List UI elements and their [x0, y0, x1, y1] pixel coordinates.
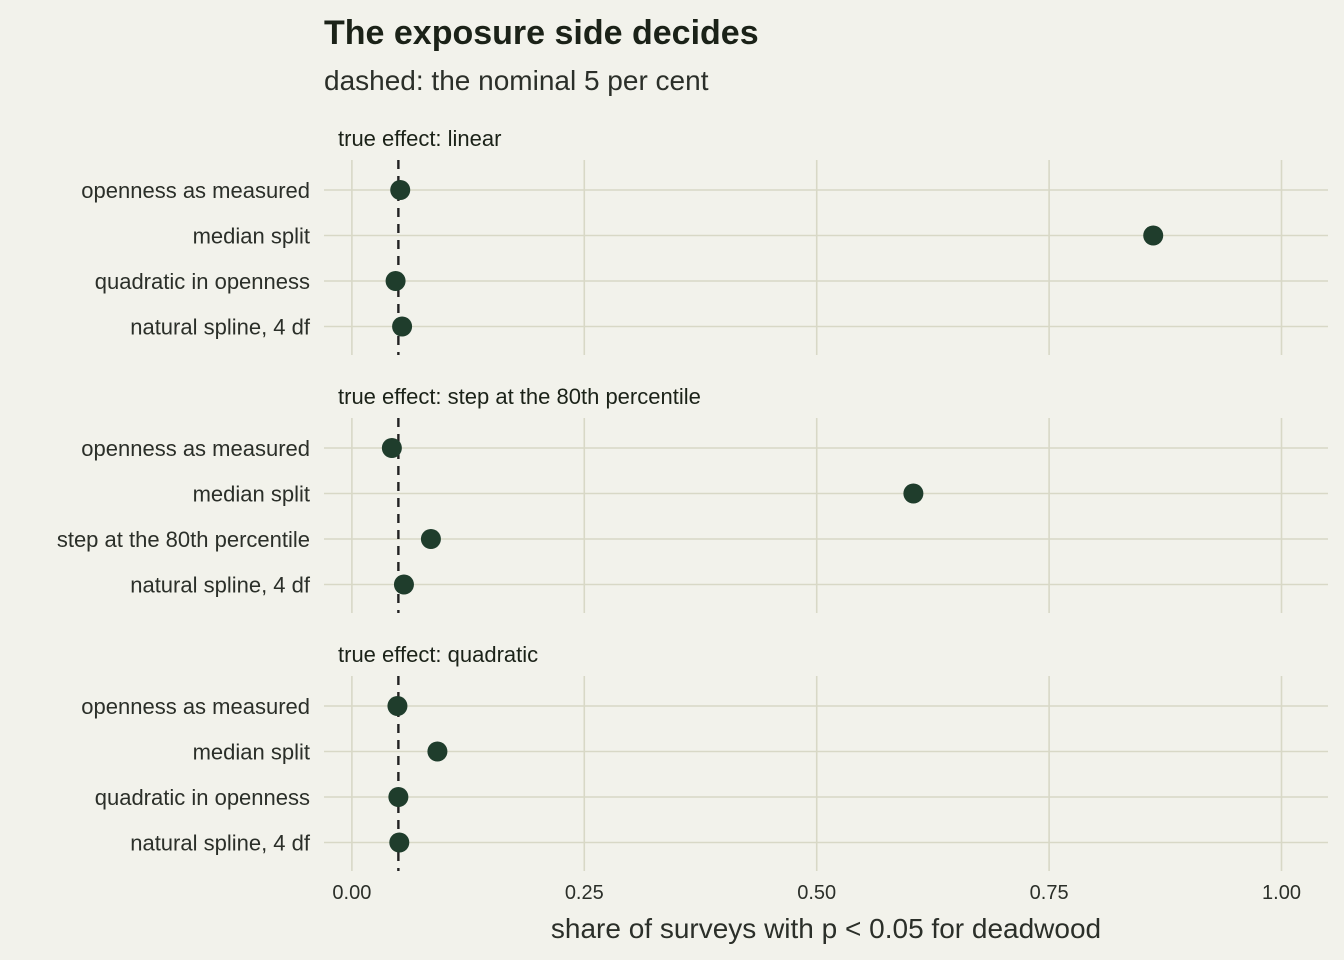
data-point	[390, 180, 411, 200]
x-axis-label: share of surveys with p < 0.05 for deadw…	[551, 913, 1101, 944]
chart-subtitle: dashed: the nominal 5 per cent	[324, 65, 709, 96]
data-point	[1143, 225, 1164, 246]
data-point	[420, 529, 441, 549]
x-tick-label: 0.75	[1030, 882, 1069, 904]
data-point	[385, 271, 406, 291]
row-label: natural spline, 4 df	[130, 573, 311, 598]
x-axis: 0.00 0.25 0.50 0.75 1.00	[332, 882, 1301, 904]
x-tick-label: 0.00	[332, 882, 371, 904]
row-label: median split	[193, 224, 310, 249]
row-label: openness as measured	[81, 694, 310, 719]
data-point	[903, 483, 924, 504]
data-point	[392, 316, 413, 337]
x-tick-label: 1.00	[1262, 882, 1301, 904]
panel-strip-label: true effect: quadratic	[338, 642, 538, 667]
row-label: natural spline, 4 df	[130, 831, 311, 856]
row-label: quadratic in openness	[95, 785, 310, 810]
data-point	[381, 438, 402, 458]
data-point	[387, 696, 408, 716]
row-label: openness as measured	[81, 178, 310, 203]
row-label: openness as measured	[81, 436, 310, 461]
row-label: median split	[193, 482, 310, 507]
data-point	[427, 741, 448, 762]
x-tick-label: 0.25	[565, 882, 604, 904]
panel-strip-label: true effect: linear	[338, 126, 501, 151]
x-tick-label: 0.50	[797, 882, 836, 904]
chart-title: The exposure side decides	[324, 14, 759, 52]
data-point	[393, 574, 414, 595]
row-label: step at the 80th percentile	[57, 527, 310, 552]
panel-2: true effect: step at the 80th percentile…	[57, 384, 1328, 613]
row-label: quadratic in openness	[95, 269, 310, 294]
data-point	[388, 787, 409, 807]
panel-1: true effect: linear openness as measured m…	[81, 126, 1328, 355]
row-label: natural spline, 4 df	[130, 315, 311, 340]
panels: true effect: linear openness as measured m…	[57, 126, 1328, 871]
data-point	[389, 832, 410, 853]
panel-strip-label: true effect: step at the 80th percentile	[338, 384, 701, 409]
panel-3: true effect: quadratic openness as measur…	[81, 642, 1328, 871]
row-label: median split	[193, 740, 310, 765]
